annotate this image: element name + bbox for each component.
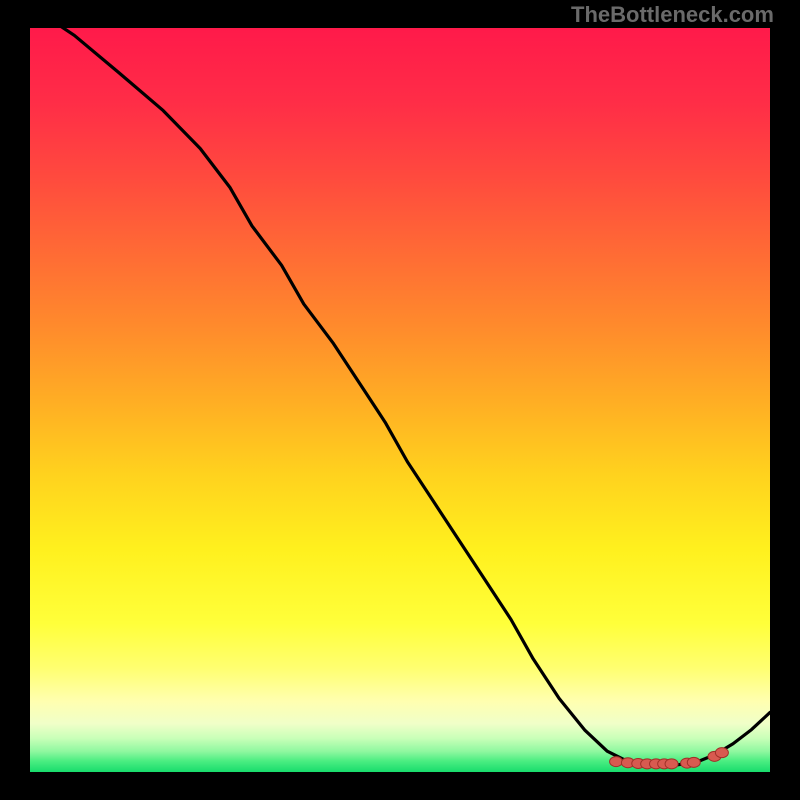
gradient-background xyxy=(30,28,770,772)
attribution-label: TheBottleneck.com xyxy=(571,2,774,28)
plot-area xyxy=(30,28,770,772)
chart-frame: TheBottleneck.com xyxy=(0,0,800,800)
